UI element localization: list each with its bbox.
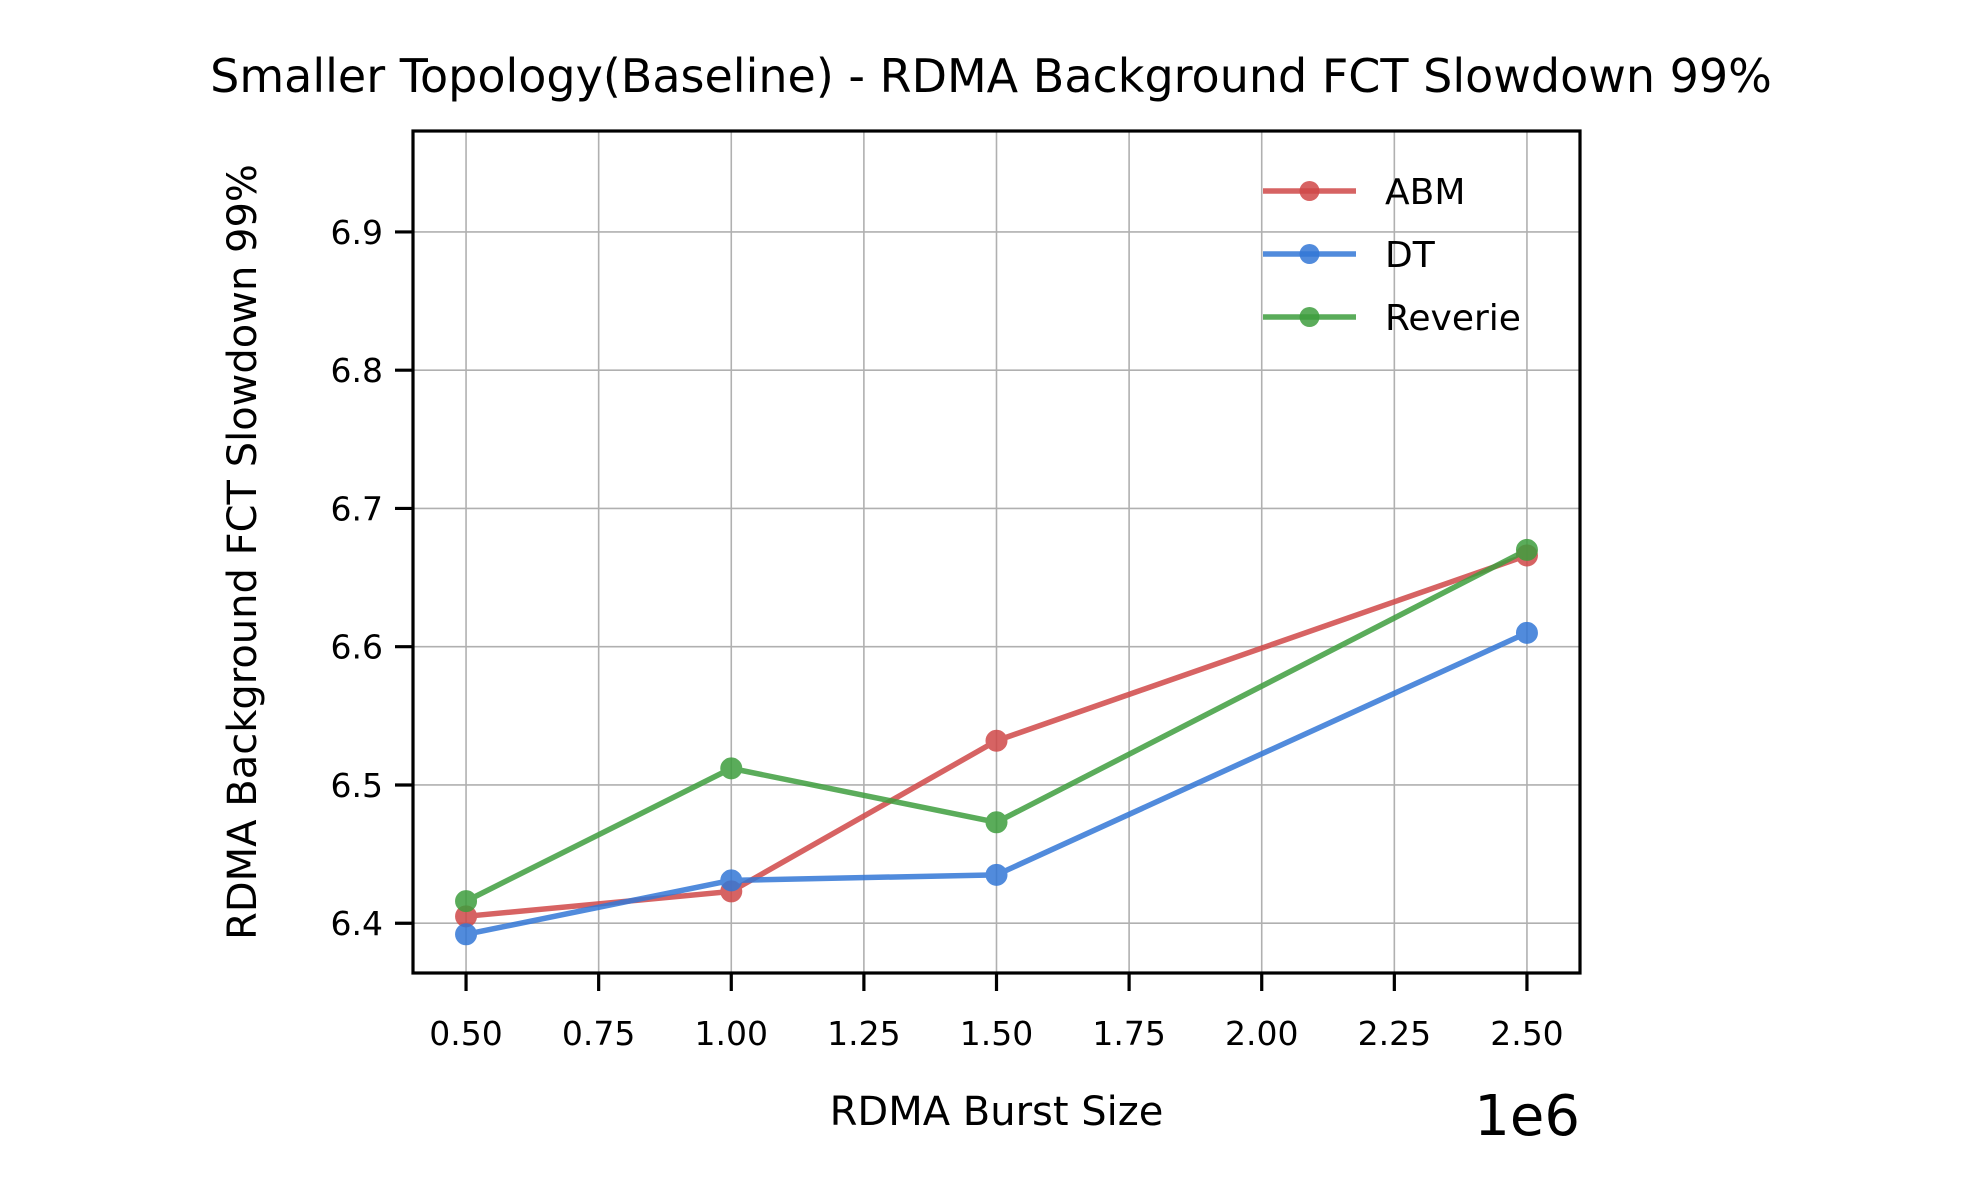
x-tick-label: 1.25 xyxy=(827,1014,900,1053)
y-axis: 6.4 6.5 6.6 6.7 6.8 6.9 xyxy=(331,213,413,943)
y-tick-label: 6.5 xyxy=(331,766,383,805)
legend-label-dt: DT xyxy=(1385,235,1436,276)
legend-label-abm: ABM xyxy=(1385,172,1465,213)
data-point-dt xyxy=(455,923,478,946)
data-point-dt xyxy=(1515,621,1538,644)
x-tick-label: 2.50 xyxy=(1490,1014,1563,1053)
y-tick-label: 6.7 xyxy=(331,489,383,528)
data-point-dt xyxy=(985,863,1008,886)
legend-item-abm: ABM xyxy=(1263,172,1465,213)
y-axis-label: RDMA Background FCT Slowdown 99% xyxy=(220,164,266,940)
series-line-dt xyxy=(465,630,1529,937)
legend-marker-dt xyxy=(1299,244,1320,264)
x-tick-label: 1.50 xyxy=(960,1014,1033,1053)
y-tick-label: 6.9 xyxy=(331,213,383,252)
x-tick-label: 2.25 xyxy=(1358,1014,1431,1053)
chart-title: Smaller Topology(Baseline) - RDMA Backgr… xyxy=(210,49,1772,103)
x-tick-label: 0.50 xyxy=(429,1014,502,1053)
x-axis-offset-label: 1e6 xyxy=(1474,1084,1580,1149)
series-layer xyxy=(455,538,1538,946)
legend-item-reverie: Reverie xyxy=(1263,298,1521,339)
data-point-reverie xyxy=(1515,538,1538,561)
y-tick-label: 6.6 xyxy=(331,628,383,667)
data-point-reverie xyxy=(455,890,478,913)
x-tick-label: 1.75 xyxy=(1092,1014,1165,1053)
data-point-abm xyxy=(985,729,1008,752)
x-tick-label: 0.75 xyxy=(562,1014,635,1053)
legend-label-reverie: Reverie xyxy=(1385,298,1521,339)
x-tick-label: 2.00 xyxy=(1225,1014,1298,1053)
series-reverie xyxy=(455,538,1538,913)
series-line-abm xyxy=(465,552,1528,920)
y-tick-label: 6.8 xyxy=(331,351,383,390)
legend: ABM DT Reverie xyxy=(1263,172,1521,339)
data-point-reverie xyxy=(985,811,1008,834)
series-line-reverie xyxy=(464,547,1529,904)
legend-marker-reverie xyxy=(1299,307,1320,327)
y-tick-label: 6.4 xyxy=(331,904,383,943)
data-point-reverie xyxy=(720,757,743,780)
x-axis-label: RDMA Burst Size xyxy=(830,1089,1164,1135)
x-axis: 0.50 0.75 1.00 1.25 1.50 1.75 2.00 2.25 2.50 xyxy=(429,973,1564,1053)
data-point-dt xyxy=(720,869,743,892)
series-dt xyxy=(455,621,1538,946)
legend-marker-abm xyxy=(1299,181,1320,201)
x-tick-label: 1.00 xyxy=(695,1014,768,1053)
legend-item-dt: DT xyxy=(1263,235,1436,276)
grid-lines xyxy=(413,131,1580,973)
